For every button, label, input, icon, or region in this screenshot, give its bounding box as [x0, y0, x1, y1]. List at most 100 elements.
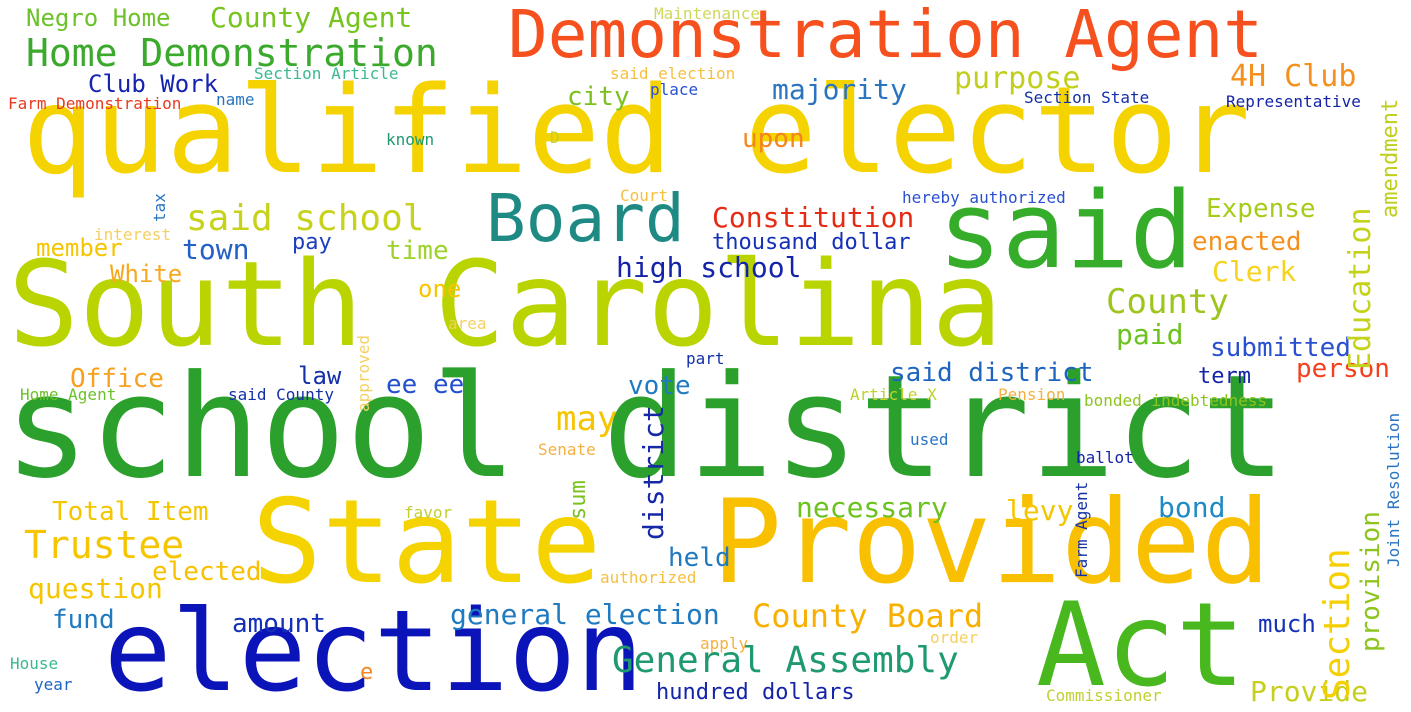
word-hereby-authorized: hereby authorized	[902, 188, 1066, 207]
word-vote: vote	[628, 371, 691, 401]
word-farm-agent-vertical: Farm Agent	[1072, 481, 1091, 578]
word-district-vertical: district	[637, 405, 670, 540]
word-member: member	[36, 234, 123, 262]
word-e: e	[360, 660, 374, 685]
word-office: Office	[70, 364, 164, 394]
word-general-election: general election	[450, 598, 720, 631]
word-said-school: said school	[186, 198, 425, 239]
word-trustee: Trustee	[24, 523, 185, 567]
word-article-x: Article X	[850, 385, 937, 404]
word-levy: levy	[1006, 494, 1074, 527]
word-said-election: said election	[610, 64, 736, 83]
word-section-state: Section State	[1024, 88, 1150, 107]
word-commissioner: Commissioner	[1046, 686, 1162, 705]
word-maintenance: Maintenance	[654, 4, 760, 23]
word-amendment-vertical: amendment	[1378, 98, 1403, 218]
word-house: House	[10, 654, 59, 673]
word-south-carolina: South Carolina	[8, 235, 1003, 373]
word-provide: Provide	[1250, 675, 1369, 708]
word-paid: paid	[1116, 318, 1184, 351]
word-elected: elected	[152, 557, 262, 587]
word-county-agent: County Agent	[210, 1, 413, 34]
word-provision-vertical: provision	[1356, 511, 1386, 652]
word-sum-vertical: sum	[566, 480, 591, 520]
word-home-demonstration: Home Demonstration	[26, 31, 438, 75]
word-purpose: purpose	[954, 61, 1081, 96]
word-thousand-dollar: thousand dollar	[712, 230, 911, 255]
word-used: used	[910, 430, 949, 449]
word-hundred-dollars: hundred dollars	[656, 680, 855, 705]
word-interest: interest	[94, 225, 172, 244]
word-section-vertical: Section	[1317, 548, 1358, 700]
word-amount: amount	[232, 609, 326, 639]
word-club-work: Club Work	[88, 70, 219, 98]
word-section-article: Section Article	[254, 64, 399, 83]
word-enacted: enacted	[1192, 227, 1302, 257]
word-area: area	[448, 314, 487, 333]
word-town: town	[182, 233, 250, 266]
word-majority: majority	[772, 73, 907, 106]
word-year: year	[34, 675, 73, 694]
word-representative: Representative	[1226, 92, 1361, 111]
word-fund: fund	[52, 605, 115, 635]
word-education-vertical: Education	[1343, 207, 1378, 370]
word-white: White	[110, 260, 183, 288]
word-ee-ee: ee ee	[386, 370, 465, 400]
word-favor: favor	[404, 503, 453, 522]
word-necessary: necessary	[796, 491, 948, 524]
word-board: Board	[486, 180, 685, 257]
word-general-assembly: General Assembly	[612, 640, 959, 681]
word-submitted: submitted	[1210, 333, 1351, 363]
word-farm-demonstration: Farm Demonstration	[8, 94, 182, 113]
word-order: order	[930, 628, 979, 647]
word-time: time	[386, 236, 449, 266]
word-part: part	[686, 349, 725, 368]
word-election: election	[104, 587, 644, 712]
word-negro-home: Negro Home	[26, 4, 171, 32]
word-said-district: said district	[890, 358, 1094, 388]
word-city: city	[567, 82, 630, 112]
word-ballot: ballot	[1076, 448, 1134, 467]
word-total-item: Total Item	[52, 497, 209, 527]
word-constitution: Constitution	[712, 201, 915, 234]
word-apply: apply	[700, 634, 749, 653]
word-approved-vertical: approved	[354, 334, 373, 412]
word-term: term	[1198, 364, 1251, 389]
word-place: place	[650, 80, 699, 99]
word-law: law	[298, 362, 342, 390]
word-qualified-elector: qualified elector	[22, 62, 1251, 201]
word-pay: pay	[292, 230, 332, 255]
word-state: State	[252, 475, 602, 610]
word-high-school: high school	[616, 251, 802, 284]
word-court: Court	[620, 186, 669, 205]
word-name: name	[216, 90, 255, 109]
word-d: D	[550, 128, 560, 147]
word-county-board: County Board	[752, 597, 984, 635]
word-senate: Senate	[538, 440, 596, 459]
word-question: question	[28, 572, 163, 605]
word-expense: Expense	[1206, 194, 1316, 224]
word-one: one	[418, 275, 462, 303]
word-school-district: school district	[4, 345, 1287, 510]
word-may: may	[556, 399, 618, 439]
word-clerk: Clerk	[1212, 255, 1297, 288]
word-said-county: said County	[228, 385, 334, 404]
word-held: held	[668, 543, 731, 573]
word-bonded-indebtedness: bonded indebtedness	[1084, 391, 1268, 410]
word-tax-vertical: tax	[150, 193, 169, 222]
word-much: much	[1258, 610, 1316, 638]
word-provided: Provided	[712, 475, 1271, 610]
word-bond: bond	[1158, 491, 1226, 524]
word-act: Act	[1036, 578, 1246, 712]
word-authorized: authorized	[600, 568, 697, 587]
word-pension: Pension	[998, 385, 1066, 404]
word-person: person	[1296, 354, 1390, 384]
word-known: known	[386, 130, 435, 149]
word-demonstration-agent: Demonstration Agent	[508, 0, 1263, 73]
word-home-agent: Home Agent	[20, 385, 117, 404]
word-4h-club: 4H Club	[1230, 59, 1357, 94]
word-county: County	[1106, 282, 1229, 322]
word-joint-resolution-vertical: Joint Resolution	[1384, 412, 1403, 567]
word-upon: upon	[742, 124, 805, 154]
